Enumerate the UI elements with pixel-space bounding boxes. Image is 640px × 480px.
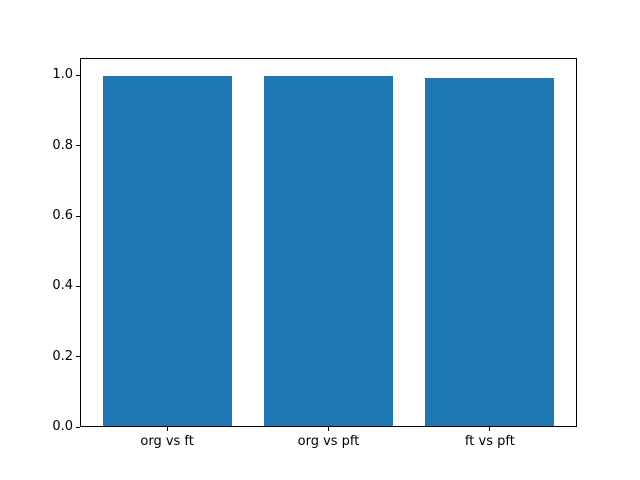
y-tick-label: 0.8 <box>52 137 73 153</box>
y-tick-mark <box>76 145 80 147</box>
x-tick-label: org vs pft <box>297 434 360 450</box>
y-tick-mark <box>76 215 80 217</box>
y-tick-mark <box>76 356 80 358</box>
x-tick-mark <box>489 427 491 432</box>
y-tick-mark <box>76 74 80 76</box>
x-tick-mark <box>328 427 329 432</box>
y-tick-label: 0.2 <box>52 348 73 364</box>
y-tick-mark <box>76 426 80 428</box>
bar <box>263 75 394 428</box>
y-tick-label: 0.4 <box>52 278 73 294</box>
plot-area <box>80 57 577 428</box>
y-tick-label: 1.0 <box>52 67 73 83</box>
y-tick-label: 0.6 <box>52 208 73 223</box>
y-tick-label: 0.0 <box>52 419 73 435</box>
y-tick-mark <box>76 285 80 287</box>
x-tick-mark <box>166 427 168 432</box>
bar <box>425 78 555 428</box>
bar <box>102 75 232 428</box>
x-tick-label: org vs ft <box>140 434 194 450</box>
x-tick-label: ft vs pft <box>464 434 515 450</box>
